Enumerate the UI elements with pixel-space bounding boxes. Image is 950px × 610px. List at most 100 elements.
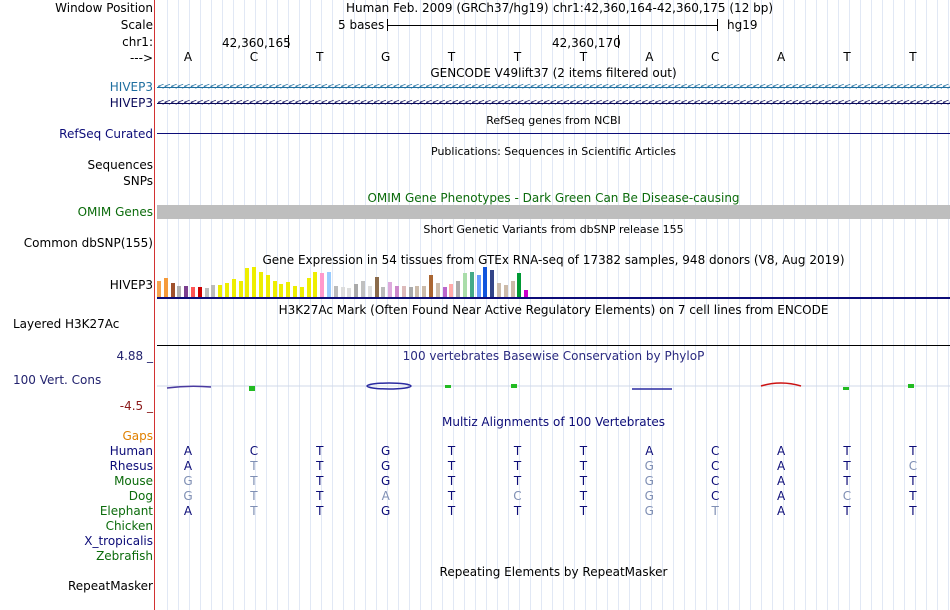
gtex-tissue-bar[interactable]: [259, 272, 263, 297]
repeatmasker-track-title: Repeating Elements by RepeatMasker: [439, 565, 668, 579]
gtex-tissue-bar[interactable]: [265, 275, 270, 297]
guide-line: [761, 0, 762, 610]
gtex-tissue-bar[interactable]: [429, 275, 433, 297]
gtex-tissue-bar[interactable]: [435, 283, 440, 297]
alignment-base: G: [381, 444, 391, 458]
gtex-expression-chart[interactable]: [157, 266, 950, 297]
gencode-transcript-1[interactable]: <<<<<<<<<<<<<<<<<<<<<<<<<<<<<<<<<<<<<<<<…: [157, 83, 950, 92]
refseq-gene-line[interactable]: [157, 133, 950, 134]
gtex-tissue-bar[interactable]: [456, 281, 461, 297]
gtex-tissue-bar[interactable]: [184, 286, 189, 297]
gtex-tissue-bar[interactable]: [354, 284, 359, 297]
strand-arrow-label[interactable]: --->: [129, 51, 153, 65]
guide-line: [783, 0, 784, 610]
gtex-tissue-bar[interactable]: [279, 284, 284, 297]
gtex-tissue-bar[interactable]: [401, 286, 406, 297]
gtex-tissue-bar[interactable]: [408, 287, 413, 297]
omim-track-label[interactable]: OMIM Genes: [77, 205, 153, 219]
gtex-tissue-bar[interactable]: [231, 279, 236, 297]
gtex-tissue-bar[interactable]: [483, 267, 488, 297]
species-label[interactable]: Mouse: [114, 474, 153, 488]
guide-line: [310, 0, 311, 610]
gtex-tissue-bar[interactable]: [252, 267, 257, 297]
gtex-tissue-bar[interactable]: [497, 283, 501, 297]
species-label[interactable]: Dog: [128, 489, 153, 503]
gtex-tissue-bar[interactable]: [218, 285, 223, 297]
gtex-tissue-bar[interactable]: [524, 290, 529, 297]
gtex-tissue-bar[interactable]: [503, 285, 508, 297]
refseq-track-label[interactable]: RefSeq Curated: [59, 127, 153, 141]
gtex-tissue-bar[interactable]: [490, 270, 495, 297]
sequences-track-label[interactable]: Sequences: [87, 158, 153, 172]
gtex-tissue-bar[interactable]: [469, 272, 474, 297]
gtex-tissue-bar[interactable]: [347, 288, 352, 297]
gtex-tissue-bar[interactable]: [333, 286, 338, 297]
gtex-tissue-bar[interactable]: [476, 275, 481, 297]
gencode-track-label-1[interactable]: HIVEP3: [109, 80, 153, 94]
gtex-tissue-bar[interactable]: [381, 287, 386, 297]
gtex-tissue-bar[interactable]: [374, 277, 379, 297]
cons-signal-4: [445, 385, 451, 388]
species-label[interactable]: X_tropicalis: [84, 534, 153, 548]
gtex-tissue-bar[interactable]: [388, 282, 393, 297]
gtex-tissue-bar[interactable]: [463, 273, 467, 297]
cons-wiggle[interactable]: [157, 376, 950, 396]
gtex-tissue-bar[interactable]: [449, 284, 454, 297]
gtex-tissue-bar[interactable]: [197, 287, 202, 297]
alignment-base: A: [776, 444, 786, 458]
guide-line: [233, 0, 234, 610]
species-label[interactable]: Human: [109, 444, 153, 458]
gtex-tissue-bar[interactable]: [327, 272, 331, 297]
track-image-area[interactable]: Human Feb. 2009 (GRCh37/hg19) chr1:42,36…: [157, 0, 950, 610]
window-position-label: Window Position: [55, 1, 153, 15]
species-label[interactable]: Chicken: [105, 519, 153, 533]
gtex-tissue-bar[interactable]: [170, 283, 175, 297]
gtex-tissue-bar[interactable]: [395, 286, 399, 297]
dbsnp-track-label[interactable]: Common dbSNP(155): [23, 236, 153, 250]
alignment-base: A: [183, 504, 193, 518]
alignment-base: C: [710, 474, 720, 488]
gtex-tissue-bar[interactable]: [286, 282, 291, 297]
repeatmasker-track-label[interactable]: RepeatMasker: [67, 579, 153, 593]
gtex-tissue-bar[interactable]: [293, 286, 297, 297]
gtex-tissue-bar[interactable]: [204, 288, 209, 297]
gtex-tissue-bar[interactable]: [422, 286, 427, 297]
gtex-tissue-bar[interactable]: [157, 281, 161, 297]
alignment-base: T: [579, 489, 588, 503]
gtex-tissue-bar[interactable]: [442, 287, 447, 297]
gtex-tissue-bar[interactable]: [340, 287, 345, 297]
label-separator: [154, 0, 155, 610]
guide-line: [222, 0, 223, 610]
gtex-tissue-bar[interactable]: [299, 287, 304, 297]
gtex-tissue-bar[interactable]: [415, 286, 420, 297]
gtex-tissue-bar[interactable]: [367, 286, 372, 297]
alignment-base: C: [710, 459, 720, 473]
gtex-tissue-bar[interactable]: [191, 287, 195, 297]
gencode-transcript-2[interactable]: <<<<<<<<<<<<<<<<<<<<<<<<<<<<<<<<<<<<<<<<…: [157, 99, 950, 108]
gtex-tissue-bar[interactable]: [225, 283, 229, 297]
gtex-tissue-bar[interactable]: [517, 273, 522, 297]
gtex-tissue-bar[interactable]: [510, 281, 515, 297]
gtex-tissue-bar[interactable]: [313, 272, 318, 297]
gtex-tissue-bar[interactable]: [306, 278, 311, 297]
species-label[interactable]: Zebrafish: [96, 549, 153, 563]
gtex-tissue-bar[interactable]: [163, 278, 168, 297]
gtex-track-label[interactable]: HIVEP3: [109, 278, 153, 292]
gtex-tissue-bar[interactable]: [245, 268, 250, 297]
gtex-tissue-bar[interactable]: [177, 286, 182, 297]
gaps-label: Gaps: [122, 429, 153, 443]
gtex-tissue-bar[interactable]: [361, 281, 365, 297]
gtex-tissue-bar[interactable]: [238, 281, 243, 297]
gtex-tissue-bar[interactable]: [211, 285, 216, 297]
omim-gene-bar[interactable]: [157, 205, 950, 219]
gtex-tissue-bar[interactable]: [272, 281, 277, 297]
alignment-base: G: [644, 489, 654, 503]
h3k27ac-track-label[interactable]: Layered H3K27Ac: [13, 317, 120, 331]
gencode-track-label-2[interactable]: HIVEP3: [109, 96, 153, 110]
species-label[interactable]: Rhesus: [109, 459, 153, 473]
cons-track-label[interactable]: 100 Vert. Cons: [13, 373, 102, 387]
coord-tick-2: [618, 35, 619, 48]
snps-track-label[interactable]: SNPs: [123, 174, 153, 188]
species-label[interactable]: Elephant: [99, 504, 153, 518]
gtex-tissue-bar[interactable]: [320, 273, 325, 297]
